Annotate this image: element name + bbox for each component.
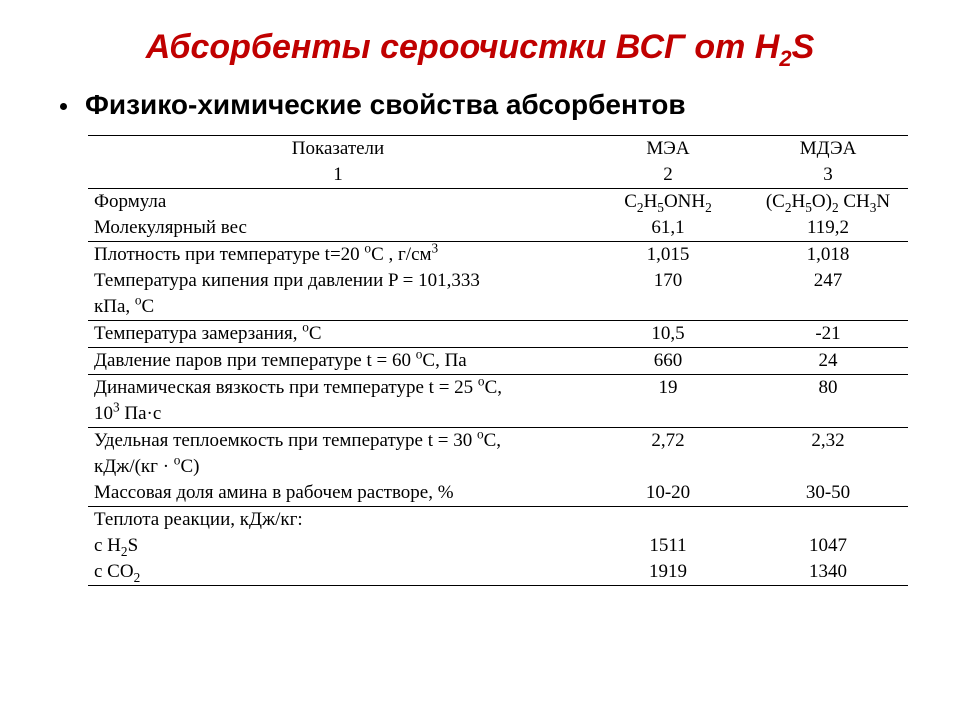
co2-mdea: 1340 [748,559,908,586]
heat-label: Теплота реакции, кДж/кг: [88,507,588,534]
table-row: Удельная теплоемкость при температуре t … [88,428,908,455]
dens-label: Плотность при температуре t=20 oС , г/см… [88,242,588,269]
table-row: с CO2 1919 1340 [88,559,908,586]
freeze-mea: 10,5 [588,321,748,348]
mw-label: Молекулярный вес [88,215,588,242]
boil-label-2: кПа, oС [88,294,588,321]
formula-mdea: (C2H5O)2 CH3N [748,189,908,216]
col-header-2: МЭА [588,136,748,163]
table-row: Динамическая вязкость при температуре t … [88,375,908,402]
slide-title: Абсорбенты сероочистки ВСГ от H2S [48,28,912,67]
visc-mea: 19 [588,375,748,402]
table-row: кПа, oС [88,294,908,321]
frac-label: Массовая доля амина в рабочем растворе, … [88,480,588,507]
coln2: 2 [588,162,748,189]
table-bottom-border [88,586,908,591]
formula-label: Формула [88,189,588,216]
dens-mdea: 1,018 [748,242,908,269]
boil-mea: 170 [588,268,748,294]
col-header-3: МДЭА [748,136,908,163]
title-text-1: Абсорбенты сероочистки ВСГ от H [146,28,780,66]
freeze-label: Температура замерзания, oС [88,321,588,348]
table-row: Теплота реакции, кДж/кг: [88,507,908,534]
table-row: Температура замерзания, oС 10,5 -21 [88,321,908,348]
table-row: Формула C2H5ONH2 (C2H5O)2 CH3N [88,189,908,216]
h2s-mea: 1511 [588,533,748,559]
visc-mdea: 80 [748,375,908,402]
bullet-icon [60,103,67,110]
dens-mea: 1,015 [588,242,748,269]
cp-mea: 2,72 [588,428,748,455]
col1-label: Показатели [292,138,384,159]
title-sub: 2 [779,46,791,71]
cp-label-2: кДж/(кг · oС) [88,454,588,480]
visc-label-1: Динамическая вязкость при температуре t … [88,375,588,402]
table-row: кДж/(кг · oС) [88,454,908,480]
cp-mdea: 2,32 [748,428,908,455]
subtitle: Физико-химические свойства абсорбентов [85,89,686,121]
frac-mdea: 30-50 [748,480,908,507]
frac-mea: 10-20 [588,480,748,507]
table-row: Давление паров при температуре t = 60 oС… [88,348,908,375]
vap-mdea: 24 [748,348,908,375]
h2s-label: с H2S [88,533,588,559]
properties-table: Показатели МЭА МДЭА 1 2 3 Формула C2H5ON… [88,135,908,590]
vap-mea: 660 [588,348,748,375]
vap-label: Давление паров при температуре t = 60 oС… [88,348,588,375]
table-header-row: Показатели МЭА МДЭА [88,136,908,163]
mw-mdea: 119,2 [748,215,908,242]
col-header-1: Показатели [88,136,588,163]
boil-label-1: Температура кипения при давлении P = 101… [88,268,588,294]
visc-label-2: 103 Па·с [88,401,588,428]
table-row: 103 Па·с [88,401,908,428]
h2s-mdea: 1047 [748,533,908,559]
slide: Абсорбенты сероочистки ВСГ от H2S Физико… [0,0,960,600]
table-row: с H2S 1511 1047 [88,533,908,559]
cp-label-1: Удельная теплоемкость при температуре t … [88,428,588,455]
co2-mea: 1919 [588,559,748,586]
table-row: Плотность при температуре t=20 oС , г/см… [88,242,908,269]
subtitle-row: Физико-химические свойства абсорбентов [60,89,912,121]
table-row: Температура кипения при давлении P = 101… [88,268,908,294]
co2-label: с CO2 [88,559,588,586]
mw-mea: 61,1 [588,215,748,242]
table-header-num-row: 1 2 3 [88,162,908,189]
table-row: Массовая доля амина в рабочем растворе, … [88,480,908,507]
coln3: 3 [748,162,908,189]
formula-mea: C2H5ONH2 [588,189,748,216]
table-row: Молекулярный вес 61,1 119,2 [88,215,908,242]
coln1: 1 [88,162,588,189]
freeze-mdea: -21 [748,321,908,348]
title-text-2: S [792,28,815,66]
boil-mdea: 247 [748,268,908,294]
